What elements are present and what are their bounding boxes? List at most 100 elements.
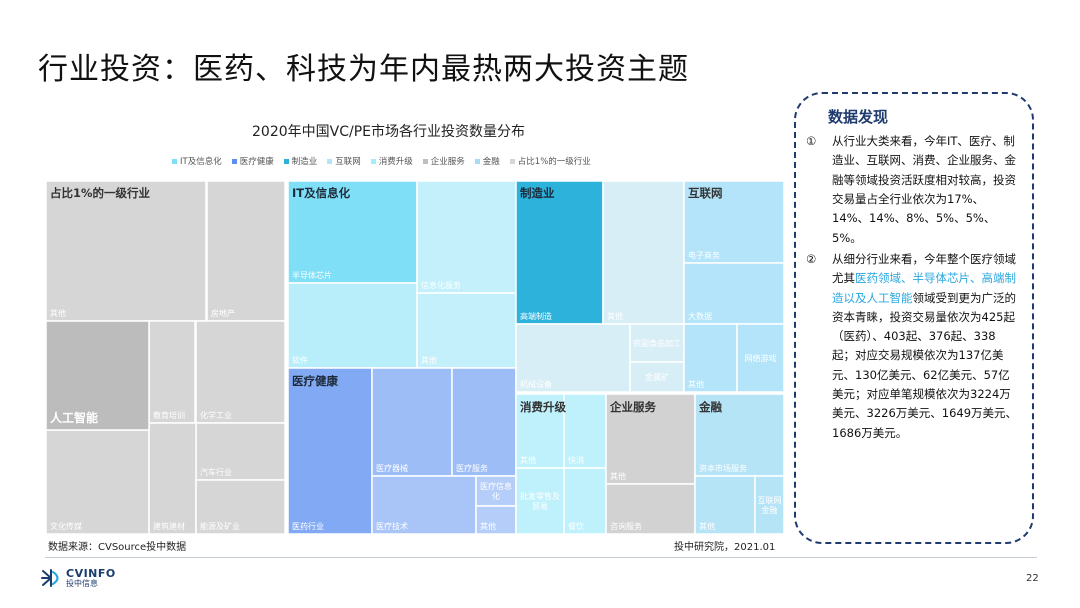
treemap-cell-label: 电子商务 — [688, 250, 720, 260]
treemap-cell-label: 高端制造 — [520, 311, 552, 321]
footer-divider — [45, 557, 1037, 558]
legend-item: IT及信息化 — [172, 155, 222, 167]
treemap-group-label: 互联网 — [688, 186, 723, 200]
legend-swatch — [422, 158, 428, 164]
logo-text-cn: 投中信息 — [66, 579, 98, 588]
treemap-cell-label: 医疗信息化 — [480, 481, 512, 501]
finding-number: ① — [806, 134, 817, 148]
treemap-cell — [694, 475, 756, 535]
treemap-cell-label: 批发零售及贸易 — [520, 491, 560, 511]
company-logo: CVINFO 投中信息 — [40, 568, 116, 588]
cvinfo-logo-icon — [41, 569, 59, 587]
treemap-cell — [287, 367, 373, 535]
legend-label: 制造业 — [291, 157, 318, 167]
legend-swatch — [283, 158, 289, 164]
treemap-cell — [148, 320, 196, 424]
finding-segment: 从细分行业来看，今年整个医疗领域尤其 — [832, 251, 1016, 286]
treemap-cell — [515, 180, 604, 325]
treemap-cell-label: 网络游戏 — [745, 353, 777, 363]
treemap-cell-label: 其他 — [480, 521, 496, 531]
findings-list: ① 从行业大类来看，今年IT、医疗、制造业、互联网、消费、企业服务、金融等领域投资… — [806, 132, 1018, 443]
legend-label: 消费升级 — [378, 157, 413, 167]
treemap-cell — [416, 180, 517, 294]
treemap-group-label: 医疗健康 — [292, 374, 338, 388]
treemap-cell — [45, 429, 150, 535]
treemap-cell-label: 汽车行业 — [200, 467, 232, 477]
legend-label: 医疗健康 — [239, 157, 274, 167]
treemap-group-label: 金融 — [698, 400, 722, 414]
treemap-cell-label: 医药行业 — [292, 521, 324, 531]
finding-segment: 领域受到更为广泛的资本青睐，投资交易量依次为425起（医药）、403起、376起… — [832, 290, 1018, 440]
findings-title: 数据发现 — [828, 108, 889, 126]
treemap-cell-label: 房地产 — [211, 308, 235, 318]
treemap-cell — [515, 467, 565, 535]
finding-item: ② 从细分行业来看，今年整个医疗领域尤其医药领域、半导体芯片、高端制造以及人工智能… — [806, 250, 1018, 443]
treemap-cell-label: 化学工业 — [200, 410, 232, 420]
treemap-cell — [451, 367, 517, 477]
finding-highlight: 医药领域、半导体芯片、高端制造以及人工智能 — [832, 271, 1016, 305]
treemap-cell-label: 餐饮 — [568, 521, 584, 531]
treemap-cell-label: 软件 — [292, 355, 308, 365]
treemap-cell — [683, 323, 738, 393]
treemap-cell-label: 半导体芯片 — [292, 270, 332, 280]
legend-swatch — [231, 158, 237, 164]
treemap-cell — [683, 180, 785, 264]
treemap-cell-label: 信息化服务 — [421, 280, 461, 290]
treemap-cell — [195, 479, 286, 535]
treemap-cell — [605, 483, 696, 535]
treemap-cell-label: 咨询服务 — [610, 521, 642, 531]
treemap-cell — [287, 282, 418, 369]
treemap-cell-label: 农副食品加工 — [633, 338, 681, 348]
treemap-cell — [563, 467, 607, 535]
legend-item: 企业服务 — [422, 155, 465, 167]
legend-item: 制造业 — [283, 155, 318, 167]
treemap-cell-label: 其他 — [610, 471, 626, 481]
treemap-cell — [371, 475, 477, 535]
finding-text: 从细分行业来看，今年整个医疗领域尤其医药领域、半导体芯片、高端制造以及人工智能领… — [832, 250, 1018, 443]
finding-text: 从行业大类来看，今年IT、医疗、制造业、互联网、消费、企业服务、金融等领域投资活… — [832, 132, 1018, 248]
treemap-cell — [602, 180, 685, 325]
treemap-cell-label: 其他 — [50, 308, 66, 318]
treemap-cell-label: 其他 — [607, 311, 623, 321]
chart-legend: IT及信息化 医疗健康 制造业 互联网 消费升级 企业服务 金融 占比1%的一级行业 — [172, 155, 591, 167]
legend-item: 金融 — [474, 155, 500, 167]
treemap-group-label: 占比1%的一级行业 — [50, 186, 151, 200]
treemap-group-label: 制造业 — [520, 186, 555, 200]
treemap-cell-label: 其他 — [421, 355, 437, 365]
legend-swatch — [172, 158, 177, 164]
treemap-cell-label: 其他 — [520, 455, 536, 465]
treemap-cell — [206, 180, 286, 322]
treemap-group-label: IT及信息化 — [292, 186, 351, 200]
legend-label: 企业服务 — [430, 157, 465, 167]
legend-label: IT及信息化 — [180, 157, 222, 167]
treemap-cell — [736, 323, 785, 393]
finding-item: ① 从行业大类来看，今年IT、医疗、制造业、互联网、消费、企业服务、金融等领域投资… — [806, 132, 1018, 248]
legend-swatch — [370, 158, 376, 164]
treemap-cell-label: 大数据 — [688, 311, 712, 321]
treemap-cell-label: 能源及矿业 — [200, 521, 240, 531]
treemap-cell-label: 互联网金融 — [758, 496, 782, 515]
treemap-cell-label: 快消 — [568, 455, 584, 465]
finding-number: ② — [806, 251, 817, 266]
treemap-cell-label: 机械设备 — [520, 379, 552, 389]
legend-swatch — [509, 158, 515, 164]
treemap-cell-label: 金属矿 — [645, 372, 669, 382]
treemap-cell — [148, 422, 197, 535]
treemap-cell — [371, 367, 453, 477]
legend-item: 医疗健康 — [231, 155, 274, 167]
treemap-cell — [195, 320, 286, 424]
legend-item: 互联网 — [327, 155, 361, 167]
treemap-cell — [754, 475, 785, 535]
treemap-cell-label: 资本市场服务 — [699, 463, 747, 473]
legend-item: 占比1%的一级行业 — [509, 155, 591, 167]
research-credit: 投中研究院，2021.01 — [674, 542, 776, 553]
treemap-cell-label: 其他 — [699, 521, 715, 531]
chart-title: 2020年中国VC/PE市场各行业投资数量分布 — [252, 124, 525, 140]
treemap-cell — [45, 320, 150, 431]
logo-text-en: CVINFO — [66, 567, 116, 580]
treemap-group-label: 企业服务 — [609, 400, 656, 414]
treemap-cell-label: 建筑建材 — [153, 521, 185, 531]
treemap-cell — [605, 393, 696, 485]
treemap-cell — [195, 422, 286, 481]
